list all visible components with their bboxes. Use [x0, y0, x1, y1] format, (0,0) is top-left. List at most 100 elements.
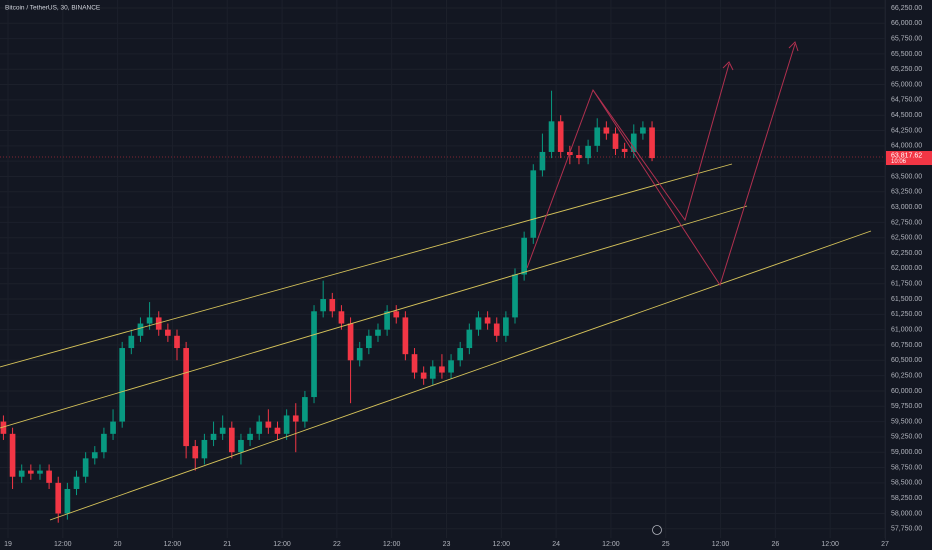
last-price-label: 63,817.62: [891, 152, 922, 159]
y-tick-label: 64,750.00: [891, 97, 922, 104]
candle-body: [37, 470, 43, 474]
candle-body: [402, 317, 409, 355]
axis-border: [885, 0, 886, 540]
y-tick-label: 62,250.00: [891, 250, 922, 257]
y-tick-label: 63,000.00: [891, 204, 922, 211]
candle-body: [101, 433, 107, 453]
candle-body: [73, 476, 80, 489]
candle-body: [576, 155, 582, 159]
candle-body: [311, 311, 317, 398]
candle-body: [228, 427, 235, 453]
y-tick-label: 60,250.00: [891, 372, 922, 379]
candle-body: [165, 329, 171, 336]
y-tick-label: 64,250.00: [891, 127, 922, 134]
x-tick-label: 25: [662, 541, 670, 548]
candle-body: [292, 415, 299, 422]
channel-line: [49, 230, 872, 521]
axes: 57,750.00 58,000.00 58,250.00 58,500.00 58,7…: [0, 5, 932, 548]
candle-body: [119, 348, 126, 422]
candle-body: [0, 421, 7, 434]
x-tick-label: 22: [333, 541, 341, 548]
y-tick-label: 61,250.00: [891, 311, 922, 318]
candle-body: [548, 121, 555, 152]
chart-title: Bitcoin / TetherUS, 30, BINANCE: [5, 5, 101, 12]
x-tick-label: 27: [881, 541, 889, 548]
y-tick-label: 61,750.00: [891, 281, 922, 288]
candle-body: [649, 127, 655, 159]
candle-body: [82, 458, 89, 477]
y-tick-label: 62,750.00: [891, 219, 922, 226]
y-tick-label: 58,250.00: [891, 495, 922, 502]
candle-body: [484, 317, 491, 324]
candle-body: [238, 439, 244, 453]
projection-arrow: [788, 41, 799, 52]
candle-body: [375, 329, 381, 336]
x-tick-label: 21: [223, 541, 231, 548]
candle-body: [183, 348, 189, 447]
candle-body: [594, 127, 601, 146]
y-tick-label: 60,750.00: [891, 342, 922, 349]
y-tick-label: 57,750.00: [891, 526, 922, 533]
candle-body: [302, 397, 308, 422]
y-tick-label: 63,250.00: [891, 189, 922, 196]
candle-body: [429, 366, 436, 379]
candle-body: [366, 335, 372, 349]
grid: [0, 0, 885, 538]
candle-body: [557, 121, 564, 152]
x-tick-label: 12:00: [273, 541, 291, 548]
candle-body: [247, 433, 253, 440]
y-tick-label: 60,500.00: [891, 357, 922, 364]
candle-body: [55, 482, 62, 514]
channel-line: [0, 205, 748, 429]
channel-line: [0, 163, 733, 368]
x-tick-label: 24: [552, 541, 560, 548]
candle-body: [256, 421, 263, 434]
projection-path: [592, 43, 796, 287]
candle-body: [503, 317, 509, 336]
candle-body: [274, 427, 281, 434]
candle-body: [283, 415, 290, 434]
candle-body: [530, 170, 537, 238]
y-tick-label: 66,250.00: [891, 5, 922, 12]
y-tick-label: 65,750.00: [891, 35, 922, 42]
candle-body: [493, 323, 500, 336]
candle-body: [411, 354, 418, 373]
y-tick-label: 65,500.00: [891, 51, 922, 58]
x-tick-label: 12:00: [164, 541, 182, 548]
projection-arrow: [722, 61, 734, 71]
y-tick-label: 66,000.00: [891, 20, 922, 27]
x-tick-label: 20: [114, 541, 122, 548]
candle-body: [210, 433, 217, 440]
candle-body: [612, 133, 619, 149]
x-tick-label: 12:00: [602, 541, 620, 548]
candle-body: [329, 299, 336, 312]
candle-body: [466, 329, 473, 349]
candle-body: [356, 348, 363, 361]
y-tick-label: 65,000.00: [891, 81, 922, 88]
candle-body: [320, 299, 326, 312]
candle-body: [393, 311, 400, 318]
candles: [0, 90, 655, 523]
projection-path: [526, 63, 730, 269]
candle-body: [174, 335, 180, 349]
y-tick-label: 64,500.00: [891, 112, 922, 119]
candle-body: [521, 237, 527, 275]
x-tick-label: 12:00: [821, 541, 839, 548]
y-tick-label: 61,000.00: [891, 327, 922, 334]
candle-body: [384, 311, 390, 330]
y-tick-label: 58,000.00: [891, 510, 922, 517]
candle-body: [448, 360, 454, 373]
candle-body: [28, 470, 34, 474]
y-tick-label: 64,000.00: [891, 143, 922, 150]
x-tick-label: 23: [443, 541, 451, 548]
y-tick-label: 59,000.00: [891, 449, 922, 456]
candle-body: [420, 372, 427, 379]
y-tick-label: 58,750.00: [891, 464, 922, 471]
candle-body: [475, 317, 482, 330]
x-tick-label: 12:00: [383, 541, 401, 548]
candle-body: [512, 274, 518, 318]
candle-body: [539, 151, 546, 171]
candle-body: [46, 470, 52, 483]
candle-body: [338, 311, 345, 324]
y-tick-label: 65,250.00: [891, 66, 922, 73]
